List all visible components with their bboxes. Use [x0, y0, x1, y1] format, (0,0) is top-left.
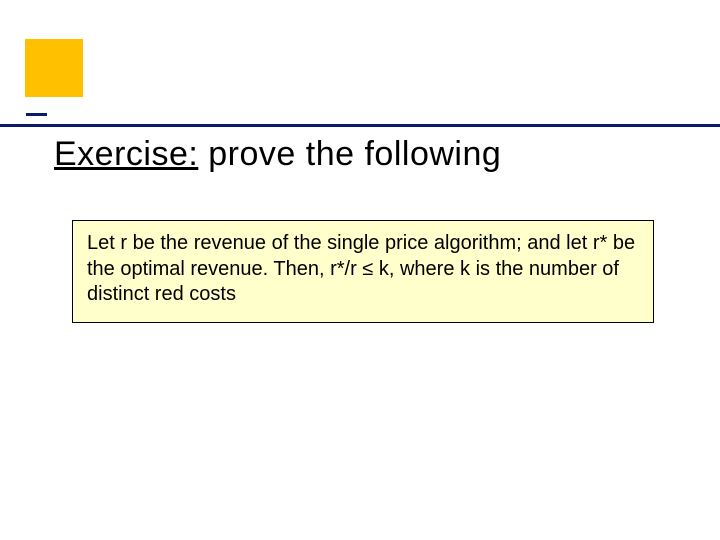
title-underline-rule — [0, 124, 720, 127]
exercise-text: Let r be the revenue of the single price… — [87, 232, 635, 305]
small-rule-accent — [26, 113, 47, 116]
exercise-statement-box: Let r be the revenue of the single price… — [72, 220, 654, 323]
title-underlined-word: Exercise: — [54, 135, 198, 173]
slide-container: Exercise: prove the following Let r be t… — [0, 0, 720, 540]
title-rest: prove the following — [198, 135, 501, 173]
corner-square-decoration — [25, 39, 83, 97]
slide-title: Exercise: prove the following — [54, 135, 501, 174]
